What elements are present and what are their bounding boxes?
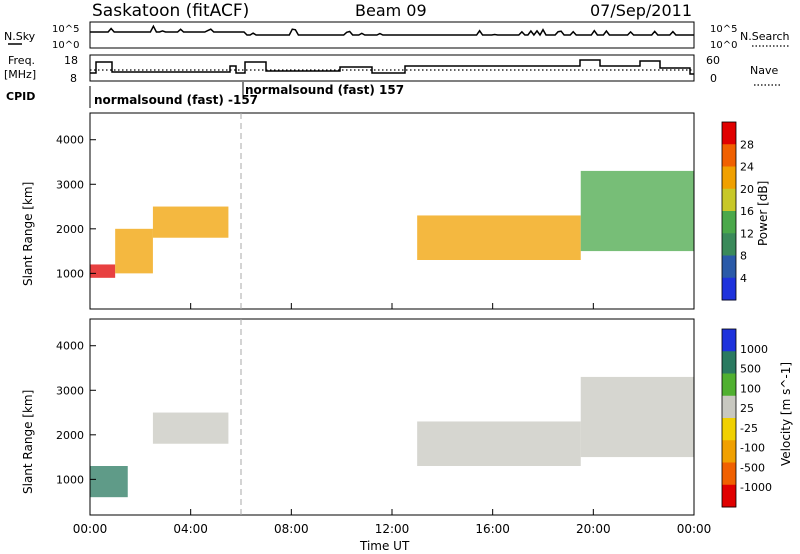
echo-band bbox=[152, 412, 229, 444]
colorbar-tick-label: 8 bbox=[740, 250, 747, 263]
x-tick-label: 20:00 bbox=[576, 522, 611, 536]
nsearch-tick-top: 10^5 bbox=[710, 24, 737, 35]
velocity-ylabel: Slant Range [km] bbox=[21, 390, 35, 494]
y-tick-label: 4000 bbox=[56, 340, 84, 353]
y-tick-label: 1000 bbox=[56, 267, 84, 280]
colorbar-swatch bbox=[722, 166, 736, 190]
x-tick-label: 00:00 bbox=[73, 522, 108, 536]
velocity-colorbar-label: Velocity [m s^-1] bbox=[779, 362, 793, 466]
y-tick-label: 3000 bbox=[56, 384, 84, 397]
freq-trace bbox=[90, 59, 694, 75]
station-title: Saskatoon (fitACF) bbox=[92, 1, 249, 21]
velocity-y-ticks: 4000 3000 2000 1000 bbox=[56, 340, 96, 486]
colorbar-swatch bbox=[722, 211, 736, 234]
freq-tick-bottom: 8 bbox=[70, 72, 77, 85]
colorbar-swatch bbox=[722, 395, 736, 419]
power-y-ticks: 4000 3000 2000 1000 bbox=[56, 134, 96, 280]
power-echo-bands bbox=[90, 170, 694, 278]
date-label: 07/Sep/2011 bbox=[590, 1, 692, 20]
colorbar-swatch bbox=[722, 462, 736, 486]
x-tick-label: 12:00 bbox=[375, 522, 410, 536]
echo-band bbox=[115, 228, 153, 274]
colorbar-swatch bbox=[722, 373, 736, 397]
nave-tick-top: 60 bbox=[706, 54, 720, 67]
colorbar-tick-label: -1000 bbox=[740, 481, 772, 494]
y-tick-label: 3000 bbox=[56, 178, 84, 191]
cpid-segment-2: normalsound (fast) 157 bbox=[245, 83, 404, 97]
colorbar-swatch bbox=[722, 329, 736, 352]
echo-band bbox=[90, 264, 116, 278]
power-colorbar: 28 24 20 16 12 8 4 Power [dB] bbox=[721, 121, 770, 301]
colorbar-tick-label: 12 bbox=[740, 227, 754, 240]
colorbar-swatch bbox=[722, 484, 736, 508]
freq-panel: Freq. [MHz] 18 8 60 0 Nave bbox=[4, 54, 780, 86]
colorbar-tick-label: 28 bbox=[740, 138, 754, 151]
power-colorbar-ticks: 28 24 20 16 12 8 4 bbox=[740, 138, 754, 285]
nsky-label: N.Sky bbox=[4, 30, 36, 43]
nave-tick-bottom: 0 bbox=[710, 72, 717, 85]
velocity-colorbar-ticks: 1000 500 100 25 -25 -100 -500 -1000 bbox=[740, 343, 772, 494]
nsearch-label: N.Search bbox=[740, 30, 790, 43]
freq-unit-label: [MHz] bbox=[4, 68, 36, 81]
freq-label: Freq. bbox=[8, 54, 35, 67]
echo-band bbox=[152, 206, 229, 238]
nsearch-tick-bottom: 10^0 bbox=[710, 40, 737, 51]
colorbar-swatch bbox=[722, 144, 736, 167]
nsky-trace bbox=[90, 24, 694, 37]
colorbar-tick-label: 100 bbox=[740, 382, 761, 395]
x-tick-label: 04:00 bbox=[173, 522, 208, 536]
x-tick-label: 16:00 bbox=[475, 522, 510, 536]
cpid-row: CPID normalsound (fast) -157 normalsound… bbox=[6, 82, 404, 108]
velocity-echo-bands bbox=[90, 376, 694, 498]
colorbar-swatch bbox=[722, 277, 736, 301]
y-tick-label: 2000 bbox=[56, 223, 84, 236]
colorbar-tick-label: 500 bbox=[740, 363, 761, 376]
nsky-panel: N.Sky 10^5 10^0 10^5 10^0 N.Search bbox=[4, 21, 790, 51]
colorbar-tick-label: 25 bbox=[740, 402, 754, 415]
beam-label: Beam 09 bbox=[355, 1, 427, 20]
velocity-panel: 4000 3000 2000 1000 Slant Range [km] bbox=[21, 318, 695, 516]
colorbar-swatch bbox=[722, 440, 736, 463]
colorbar-tick-label: 24 bbox=[740, 161, 754, 174]
velocity-colorbar: 1000 500 100 25 -25 -100 -500 -1000 Velocity [m… bbox=[721, 328, 793, 508]
y-tick-label: 4000 bbox=[56, 134, 84, 147]
colorbar-swatch bbox=[722, 255, 736, 279]
colorbar-tick-label: -500 bbox=[740, 461, 765, 474]
echo-band bbox=[417, 215, 581, 260]
colorbar-tick-label: -25 bbox=[740, 422, 758, 435]
colorbar-swatch bbox=[722, 188, 736, 212]
power-colorbar-label: Power [dB] bbox=[756, 181, 770, 246]
y-tick-label: 1000 bbox=[56, 473, 84, 486]
nsky-tick-top: 10^5 bbox=[52, 24, 79, 35]
echo-band bbox=[580, 376, 694, 458]
colorbar-tick-label: 4 bbox=[740, 272, 747, 285]
x-tick-label: 00:00 bbox=[677, 522, 712, 536]
time-axis-label: Time UT bbox=[359, 539, 410, 553]
echo-band bbox=[580, 170, 694, 252]
nsky-tick-bottom: 10^0 bbox=[52, 40, 79, 51]
freq-tick-top: 18 bbox=[64, 54, 78, 67]
echo-band bbox=[417, 421, 581, 466]
colorbar-tick-label: 1000 bbox=[740, 343, 768, 356]
colorbar-tick-label: -100 bbox=[740, 442, 765, 455]
cpid-segment-1: normalsound (fast) -157 bbox=[94, 93, 258, 107]
colorbar-swatch bbox=[722, 233, 736, 256]
cpid-label: CPID bbox=[6, 90, 35, 103]
y-tick-label: 2000 bbox=[56, 429, 84, 442]
power-panel: 4000 3000 2000 1000 Slant Range [km] bbox=[21, 112, 695, 310]
colorbar-swatch bbox=[722, 122, 736, 145]
colorbar-swatch bbox=[722, 418, 736, 441]
colorbar-tick-label: 16 bbox=[740, 205, 754, 218]
colorbar-tick-label: 20 bbox=[740, 183, 754, 196]
time-axis-ticks: 00:00 04:00 08:00 12:00 16:00 20:00 00:00 bbox=[73, 303, 712, 536]
colorbar-swatch bbox=[722, 351, 736, 374]
nave-label: Nave bbox=[750, 64, 778, 77]
x-tick-label: 08:00 bbox=[274, 522, 309, 536]
echo-band bbox=[90, 466, 128, 498]
power-ylabel: Slant Range [km] bbox=[21, 182, 35, 286]
